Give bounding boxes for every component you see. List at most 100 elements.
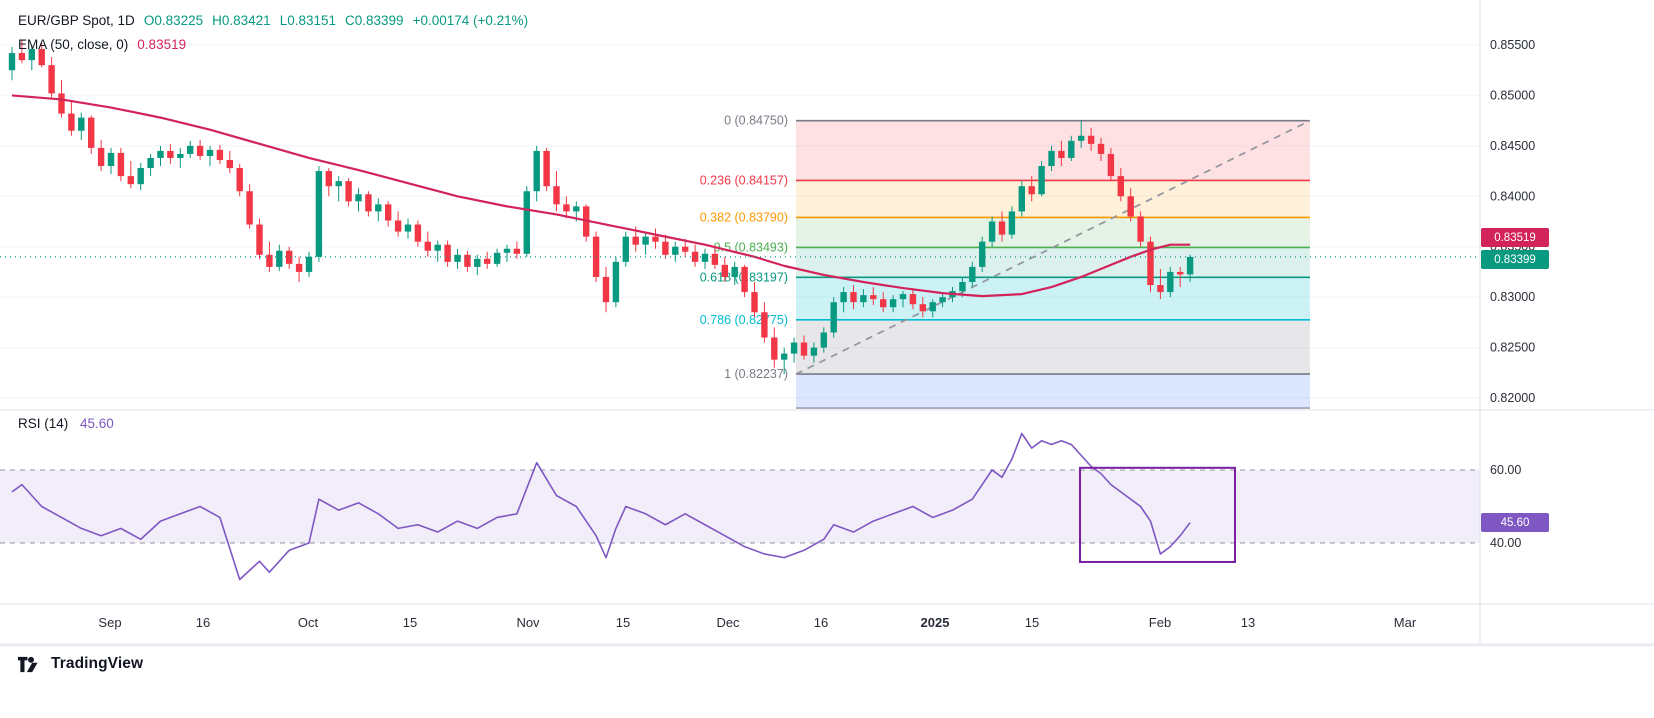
price-tick-label[interactable]: 0.82000 xyxy=(1490,391,1535,405)
candle-body xyxy=(68,113,75,131)
ema-price-badge: 0.83519 xyxy=(1481,228,1549,247)
time-tick-label[interactable]: 16 xyxy=(814,615,828,630)
rsi-highlight-box xyxy=(1079,466,1236,563)
trend-line xyxy=(795,119,1311,375)
candle-body xyxy=(464,254,471,267)
rsi-band xyxy=(0,470,1480,543)
candle-body xyxy=(276,250,283,267)
candle-body xyxy=(147,157,154,169)
candle-body xyxy=(988,221,996,242)
ema-indicator-label[interactable]: EMA (50, close, 0) xyxy=(18,36,129,52)
ema-line xyxy=(11,94,1191,298)
candle-body xyxy=(939,297,946,303)
candle-body xyxy=(434,244,441,251)
fib-level-label: 0.382 (0.83790) xyxy=(700,210,788,224)
candle-body xyxy=(48,65,55,94)
ohlc-low: L0.83151 xyxy=(279,12,336,28)
candle-body xyxy=(345,181,352,202)
fib-band xyxy=(796,247,1310,278)
time-tick-label[interactable]: Mar xyxy=(1394,615,1417,630)
time-tick-label[interactable]: Oct xyxy=(298,615,319,630)
tradingview-logo-icon xyxy=(18,656,38,672)
candle-body xyxy=(187,145,194,154)
candle-body xyxy=(642,236,649,245)
price-tick-label[interactable]: 0.85000 xyxy=(1490,88,1535,102)
fib-band xyxy=(796,217,1310,248)
last-price-badge: 0.83399 xyxy=(1481,250,1549,269)
candle-body xyxy=(484,258,491,264)
candle-body xyxy=(761,312,768,338)
price-tick-label[interactable]: 0.84000 xyxy=(1490,189,1535,203)
candle-body xyxy=(899,294,907,300)
candle-body xyxy=(553,186,560,205)
indicator-row: EMA (50, close, 0) 0.83519 xyxy=(18,32,537,56)
candle-body xyxy=(682,246,689,252)
time-tick-label[interactable]: Feb xyxy=(1149,615,1171,630)
candle-body xyxy=(533,150,540,192)
candle-body xyxy=(58,93,65,114)
fib-level-label: 0.236 (0.84157) xyxy=(700,173,788,187)
fib-level-label: 0 (0.84750) xyxy=(724,114,788,128)
candle-body xyxy=(998,221,1006,235)
price-tick-label[interactable]: 0.84500 xyxy=(1490,139,1535,153)
time-tick-label[interactable]: 15 xyxy=(616,615,630,630)
candle-body xyxy=(454,254,461,262)
time-tick-label[interactable]: 15 xyxy=(1025,615,1039,630)
candle-body xyxy=(424,241,431,251)
ema-indicator-value: 0.83519 xyxy=(137,36,187,52)
candle-body xyxy=(513,248,521,254)
candle-body xyxy=(117,152,125,177)
candle-body xyxy=(731,266,738,277)
fib-level-label: 1 (0.82237) xyxy=(724,367,788,381)
candle-body xyxy=(226,159,233,169)
chart-canvas[interactable]: 0 (0.84750) 0.236 (0.84157) 0.382 (0.83790… xyxy=(0,0,1654,645)
price-tick-label[interactable]: 0.85500 xyxy=(1490,38,1535,52)
rsi-tick-label: 40.00 xyxy=(1490,536,1521,550)
candle-body xyxy=(286,250,293,264)
candle-body xyxy=(909,294,917,305)
candle-body xyxy=(107,152,115,167)
time-tick-label[interactable]: Dec xyxy=(716,615,740,630)
candle-body xyxy=(8,53,16,71)
time-tick-label[interactable]: Nov xyxy=(516,615,540,630)
rsi-indicator-value: 45.60 xyxy=(80,416,114,431)
candle-body xyxy=(266,254,273,267)
candle-body xyxy=(850,292,857,303)
candle-body xyxy=(870,295,877,300)
symbol-title[interactable]: EUR/GBP Spot, 1D xyxy=(18,12,135,28)
price-tick-label[interactable]: 0.82500 xyxy=(1490,341,1535,355)
time-tick-label[interactable]: 15 xyxy=(403,615,417,630)
time-tick-label[interactable]: 16 xyxy=(196,615,210,630)
time-tick-label[interactable]: Sep xyxy=(98,615,121,630)
fib-band xyxy=(796,120,1310,181)
ohlc-open: O0.83225 xyxy=(143,12,204,28)
rsi-tick-label: 60.00 xyxy=(1490,463,1521,477)
candle-body xyxy=(1097,143,1105,154)
candle-body xyxy=(1028,186,1035,195)
price-tick-label[interactable]: 0.83000 xyxy=(1490,290,1535,304)
rsi-indicator-label[interactable]: RSI (14) xyxy=(18,416,69,431)
ohlc-change: +0.00174 (+0.21%) xyxy=(412,12,529,28)
candle-body xyxy=(315,171,323,257)
candle-body xyxy=(355,194,362,202)
candle-body xyxy=(662,241,669,255)
candle-body xyxy=(28,49,35,61)
candle-body xyxy=(771,337,778,360)
rsi-line xyxy=(11,432,1191,581)
candle-body xyxy=(1137,216,1144,242)
candle-body xyxy=(365,194,372,212)
candle-body xyxy=(196,145,204,156)
candle-body xyxy=(800,342,808,356)
candle-body xyxy=(523,191,530,254)
candle-body xyxy=(385,204,392,221)
time-tick-label[interactable]: 2025 xyxy=(921,615,950,630)
candle-body xyxy=(127,176,134,185)
rsi-value-badge: 45.60 xyxy=(1481,513,1549,532)
candle-body xyxy=(335,181,342,187)
candle-body xyxy=(612,261,620,303)
candle-body xyxy=(543,150,550,187)
time-tick-label[interactable]: 13 xyxy=(1241,615,1255,630)
candle-body xyxy=(602,276,610,303)
tradingview-logo-link[interactable]: TradingView xyxy=(18,655,143,673)
